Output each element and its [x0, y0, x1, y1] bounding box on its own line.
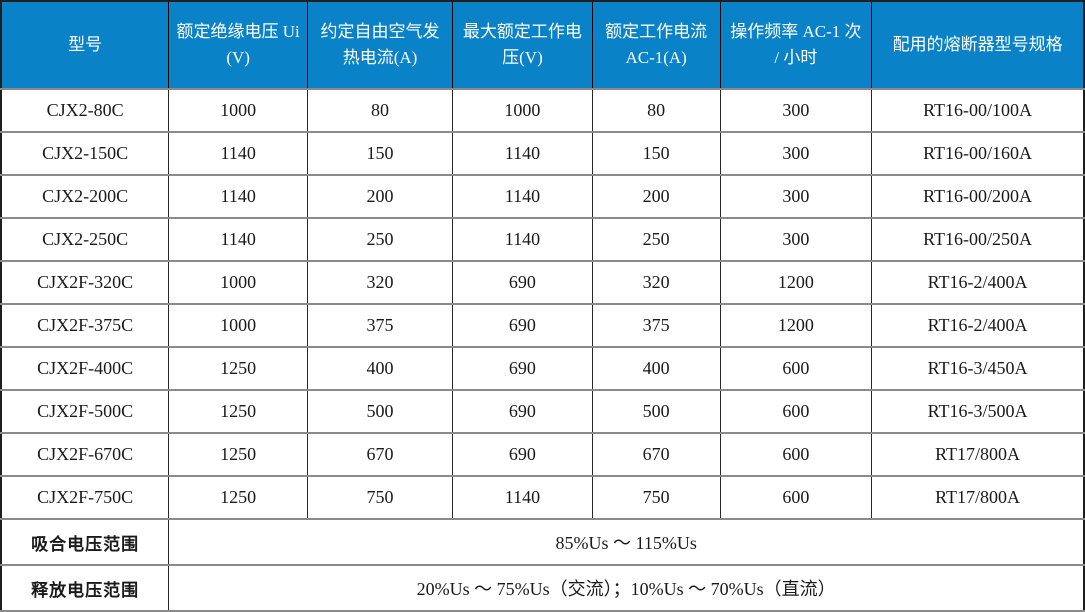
- header-row: 型号 额定绝缘电压 Ui(V) 约定自由空气发热电流(A) 最大额定工作电压(V) 额定…: [0, 1, 1085, 90]
- table-row: CJX2-80C 1000 80 1000 80 300 RT16-00/100A: [0, 88, 1085, 133]
- value-cell: 400: [306, 346, 454, 391]
- value-cell: 320: [591, 260, 721, 305]
- footer-label: 释放电压范围: [0, 564, 170, 612]
- value-cell: 375: [591, 303, 721, 348]
- value-cell: 80: [306, 88, 454, 133]
- value-cell: 150: [591, 131, 721, 176]
- value-cell: RT16-00/160A: [871, 131, 1085, 176]
- value-cell: 1250: [168, 432, 308, 477]
- column-header-4: 最大额定工作电压(V): [452, 1, 593, 90]
- value-cell: 80: [591, 88, 721, 133]
- column-header-1: 型号: [0, 1, 170, 90]
- model-cell: CJX2-200C: [0, 174, 170, 219]
- value-cell: RT16-2/400A: [871, 260, 1085, 305]
- value-cell: 600: [719, 346, 873, 391]
- column-header-2: 额定绝缘电压 Ui(V): [168, 1, 308, 90]
- footer-row: 吸合电压范围 85%Us ～ 115%Us: [0, 518, 1085, 566]
- value-cell: RT16-00/200A: [871, 174, 1085, 219]
- value-cell: 1140: [452, 217, 593, 262]
- value-cell: 150: [306, 131, 454, 176]
- table-row: CJX2F-670C 1250 670 690 670 600 RT17/800A: [0, 432, 1085, 477]
- column-header-6: 操作频率 AC-1 次 / 小时: [719, 1, 873, 90]
- value-cell: RT16-3/500A: [871, 389, 1085, 434]
- table-header: 型号 额定绝缘电压 Ui(V) 约定自由空气发热电流(A) 最大额定工作电压(V) 额定…: [0, 1, 1085, 90]
- model-cell: CJX2-150C: [0, 131, 170, 176]
- value-cell: 690: [452, 260, 593, 305]
- table-row: CJX2F-500C 1250 500 690 500 600 RT16-3/500A: [0, 389, 1085, 434]
- column-header-3: 约定自由空气发热电流(A): [306, 1, 454, 90]
- model-cell: CJX2-250C: [0, 217, 170, 262]
- value-cell: 200: [591, 174, 721, 219]
- value-cell: RT17/800A: [871, 432, 1085, 477]
- value-cell: 690: [452, 346, 593, 391]
- value-cell: 1000: [452, 88, 593, 133]
- model-cell: CJX2F-320C: [0, 260, 170, 305]
- value-cell: 200: [306, 174, 454, 219]
- value-cell: 1250: [168, 475, 308, 520]
- value-cell: 600: [719, 432, 873, 477]
- value-cell: 600: [719, 389, 873, 434]
- value-cell: 750: [306, 475, 454, 520]
- model-cell: CJX2F-670C: [0, 432, 170, 477]
- table-row: CJX2F-320C 1000 320 690 320 1200 RT16-2/400A: [0, 260, 1085, 305]
- table-row: CJX2-250C 1140 250 1140 250 300 RT16-00/250A: [0, 217, 1085, 262]
- value-cell: 1200: [719, 303, 873, 348]
- value-cell: 250: [306, 217, 454, 262]
- value-cell: 500: [591, 389, 721, 434]
- value-cell: 1140: [452, 131, 593, 176]
- value-cell: 1250: [168, 389, 308, 434]
- value-cell: RT16-00/250A: [871, 217, 1085, 262]
- value-cell: 1000: [168, 303, 308, 348]
- table-row: CJX2F-750C 1250 750 1140 750 600 RT17/800A: [0, 475, 1085, 520]
- footer-row: 释放电压范围 20%Us ～ 75%Us（交流）；10%Us ～ 70%Us（直流…: [0, 564, 1085, 612]
- value-cell: 1140: [168, 217, 308, 262]
- value-cell: 600: [719, 475, 873, 520]
- value-cell: 1000: [168, 88, 308, 133]
- value-cell: 300: [719, 131, 873, 176]
- table-row: CJX2-150C 1140 150 1140 150 300 RT16-00/160A: [0, 131, 1085, 176]
- value-cell: 300: [719, 88, 873, 133]
- value-cell: RT16-00/100A: [871, 88, 1085, 133]
- value-cell: 690: [452, 432, 593, 477]
- value-cell: 1140: [452, 174, 593, 219]
- value-cell: 1000: [168, 260, 308, 305]
- table-row: CJX2F-375C 1000 375 690 375 1200 RT16-2/400A: [0, 303, 1085, 348]
- value-cell: 670: [306, 432, 454, 477]
- value-cell: 400: [591, 346, 721, 391]
- footer-label: 吸合电压范围: [0, 518, 170, 566]
- value-cell: 500: [306, 389, 454, 434]
- value-cell: 1140: [168, 131, 308, 176]
- value-cell: RT16-3/450A: [871, 346, 1085, 391]
- value-cell: 750: [591, 475, 721, 520]
- value-cell: 670: [591, 432, 721, 477]
- model-cell: CJX2F-400C: [0, 346, 170, 391]
- model-cell: CJX2F-375C: [0, 303, 170, 348]
- column-header-7: 配用的熔断器型号规格: [871, 1, 1085, 90]
- table-footer: 吸合电压范围 85%Us ～ 115%Us 释放电压范围 20%Us ～ 75%Us（…: [0, 518, 1085, 612]
- value-cell: 690: [452, 303, 593, 348]
- value-cell: 1200: [719, 260, 873, 305]
- column-header-5: 额定工作电流 AC-1(A): [591, 1, 721, 90]
- value-cell: 1140: [168, 174, 308, 219]
- value-cell: 1140: [452, 475, 593, 520]
- value-cell: 320: [306, 260, 454, 305]
- footer-value: 20%Us ～ 75%Us（交流）；10%Us ～ 70%Us（直流）: [168, 564, 1085, 612]
- model-cell: CJX2-80C: [0, 88, 170, 133]
- value-cell: 1250: [168, 346, 308, 391]
- value-cell: 375: [306, 303, 454, 348]
- value-cell: 300: [719, 217, 873, 262]
- model-cell: CJX2F-750C: [0, 475, 170, 520]
- table-row: CJX2-200C 1140 200 1140 200 300 RT16-00/200A: [0, 174, 1085, 219]
- value-cell: 690: [452, 389, 593, 434]
- value-cell: 250: [591, 217, 721, 262]
- table-body: CJX2-80C 1000 80 1000 80 300 RT16-00/100A CJX2-…: [0, 88, 1085, 520]
- value-cell: RT17/800A: [871, 475, 1085, 520]
- table-row: CJX2F-400C 1250 400 690 400 600 RT16-3/450A: [0, 346, 1085, 391]
- model-cell: CJX2F-500C: [0, 389, 170, 434]
- value-cell: RT16-2/400A: [871, 303, 1085, 348]
- value-cell: 300: [719, 174, 873, 219]
- footer-value: 85%Us ～ 115%Us: [168, 518, 1085, 566]
